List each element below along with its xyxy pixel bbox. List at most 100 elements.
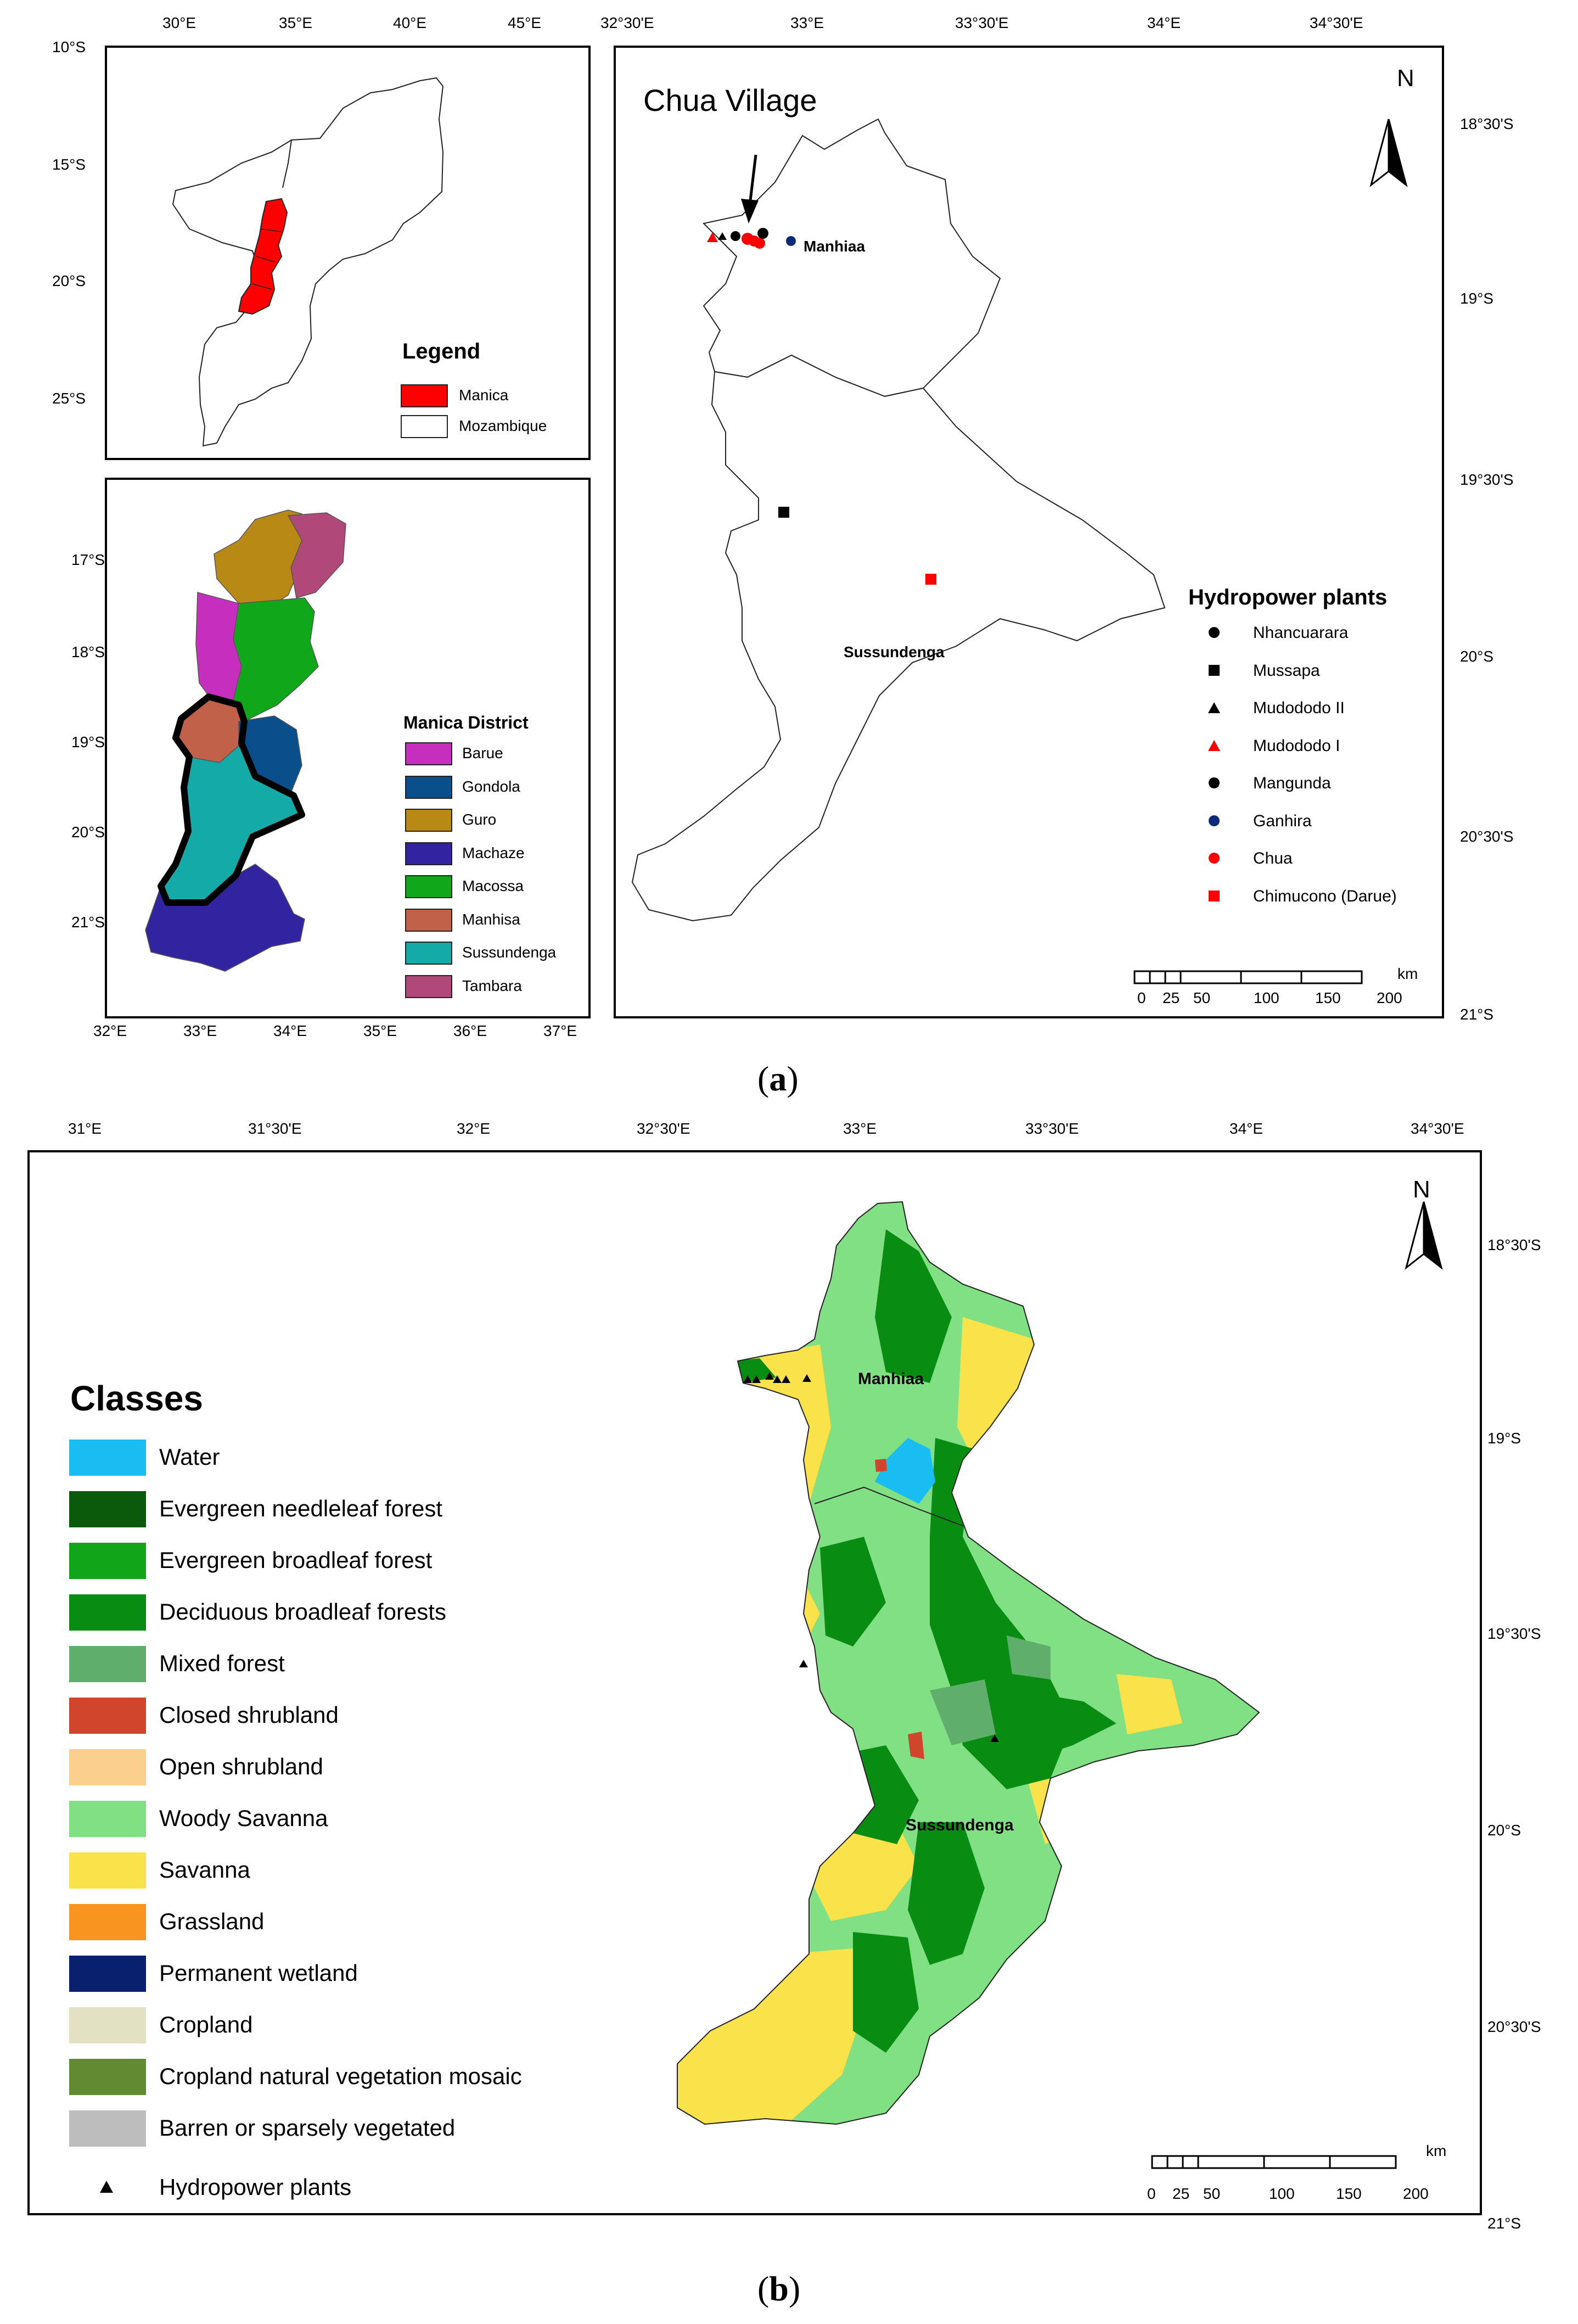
scale-number: 50 <box>1203 2185 1221 2202</box>
inset2-left-tick: 20°S <box>71 824 105 841</box>
inset1-left-tick: 15°S <box>52 156 86 173</box>
scale-number: 150 <box>1315 989 1341 1006</box>
district-swatch <box>405 809 452 832</box>
class-label: Permanent wetland <box>159 1960 358 1986</box>
class-label: Barren or sparsely vegetated <box>159 2115 456 2141</box>
class-label: Woody Savanna <box>159 1805 328 1831</box>
mozambique-outline-map <box>172 77 444 447</box>
plant-symbol <box>1209 815 1220 826</box>
caption-paren: ) <box>787 1059 799 1098</box>
district-tambara <box>287 512 346 598</box>
hydropower-marker <box>773 1375 782 1383</box>
mudododo-i-marker <box>707 232 718 242</box>
b-top-tick: 32°E <box>457 1120 491 1137</box>
district-swatch <box>405 842 452 865</box>
landcover-map-frame <box>27 1150 1482 2215</box>
scale-unit: km <box>1397 965 1418 982</box>
plant-label: Mangunda <box>1253 774 1331 792</box>
district-barue <box>195 592 242 700</box>
classes-title: Classes <box>70 1379 203 1418</box>
main-right-tick: 19°S <box>1460 290 1494 307</box>
b-top-tick: 33°30'E <box>1025 1120 1079 1137</box>
class-label: Deciduous broadleaf forests <box>159 1599 446 1625</box>
place-label-sussundenga: Sussundenga <box>844 643 945 660</box>
inset1-top-tick: 45°E <box>508 14 542 31</box>
hydropower-legend-title: Hydropower plants <box>1188 585 1388 609</box>
inset1-legend-item: Manica <box>459 387 509 404</box>
inset1-legend-item: Mozambique <box>459 417 547 434</box>
hydropower-marker <box>765 1372 774 1380</box>
b-right-tick: 18°30'S <box>1487 1236 1541 1253</box>
class-swatch <box>69 1491 146 1527</box>
district-legend-title: Manica District <box>403 713 529 732</box>
district-label: Sussundenga <box>462 944 557 961</box>
main-right-tick: 19°30'S <box>1460 471 1514 488</box>
plant-symbol <box>1209 664 1220 676</box>
sussundenga-district-boundary <box>631 354 1166 922</box>
main-map-frame <box>614 46 1444 1018</box>
district-label: Gondola <box>462 777 520 795</box>
hydro-legend-label: Hydropower plants <box>159 2174 352 2200</box>
hydropower-marker <box>782 1375 790 1383</box>
mozambique-swatch <box>401 415 448 438</box>
district-label: Machaze <box>462 844 525 861</box>
plant-symbol <box>1208 702 1220 713</box>
district-guro <box>214 509 305 609</box>
class-swatch <box>69 1543 146 1579</box>
inset2-left-tick: 19°S <box>71 733 105 751</box>
place-label-manhiaa-b: Manhiaa <box>858 1370 924 1388</box>
chimucono-marker <box>925 574 936 585</box>
inset1-left-tick: 10°S <box>52 38 86 55</box>
nhancuarara-marker <box>731 231 740 241</box>
class-label: Evergreen broadleaf forest <box>159 1547 433 1573</box>
scale-number: 200 <box>1403 2185 1429 2202</box>
inset1-legend-title: Legend <box>402 339 481 363</box>
inset2-left-tick: 17°S <box>71 551 105 568</box>
plant-symbol <box>1208 740 1220 751</box>
class-swatch <box>69 1440 146 1476</box>
caption-paren: ) <box>788 2269 801 2308</box>
hydropower-marker <box>802 1374 811 1382</box>
scale-number: 200 <box>1377 989 1402 1006</box>
hydro-legend-marker <box>100 2181 113 2193</box>
b-top-tick: 31°30'E <box>248 1120 302 1137</box>
district-swatch <box>405 942 452 965</box>
place-label-sussundenga-b: Sussundenga <box>906 1816 1014 1834</box>
chua-marker <box>754 238 765 249</box>
class-swatch <box>69 1904 146 1940</box>
districts-inset-frame <box>105 478 591 1018</box>
inset2-left-tick: 18°S <box>71 643 105 660</box>
scale-number: 0 <box>1147 2185 1156 2202</box>
manica-swatch <box>401 384 448 407</box>
district-swatch <box>405 975 452 998</box>
panel-b-caption: (b) <box>757 2269 800 2309</box>
mudododo-ii-marker <box>718 232 727 240</box>
plant-label: Mussapa <box>1253 661 1320 680</box>
class-swatch <box>69 2110 146 2147</box>
districts-map <box>145 509 346 972</box>
district-macossa <box>233 597 319 723</box>
main-top-tick: 34°E <box>1147 14 1181 31</box>
caption-paren: ( <box>757 1059 770 1098</box>
plant-symbol <box>1209 777 1220 788</box>
hydropower-marker <box>799 1660 808 1667</box>
caption-paren: ( <box>757 2269 770 2308</box>
class-swatch <box>69 1698 146 1734</box>
hydropower-marker <box>990 1734 999 1742</box>
manica-district-boundary <box>702 118 1001 397</box>
plant-label: Mudododo I <box>1253 736 1340 755</box>
study-area-boundary <box>677 1201 1260 2125</box>
hydropower-marker <box>743 1375 752 1383</box>
study-area-outline <box>158 693 305 906</box>
inset1-left-tick: 25°S <box>52 390 86 407</box>
class-label: Cropland <box>159 2012 253 2037</box>
b-right-tick: 19°30'S <box>1487 1625 1541 1642</box>
main-right-tick: 20°30'S <box>1460 828 1514 845</box>
class-label: Water <box>159 1444 220 1470</box>
class-swatch <box>69 1594 146 1631</box>
b-right-tick: 19°S <box>1487 1430 1521 1447</box>
plant-symbol <box>1209 853 1220 864</box>
landcover-map <box>677 1201 1443 2169</box>
b-top-tick: 32°30'E <box>637 1120 690 1137</box>
district-swatch <box>405 908 452 932</box>
